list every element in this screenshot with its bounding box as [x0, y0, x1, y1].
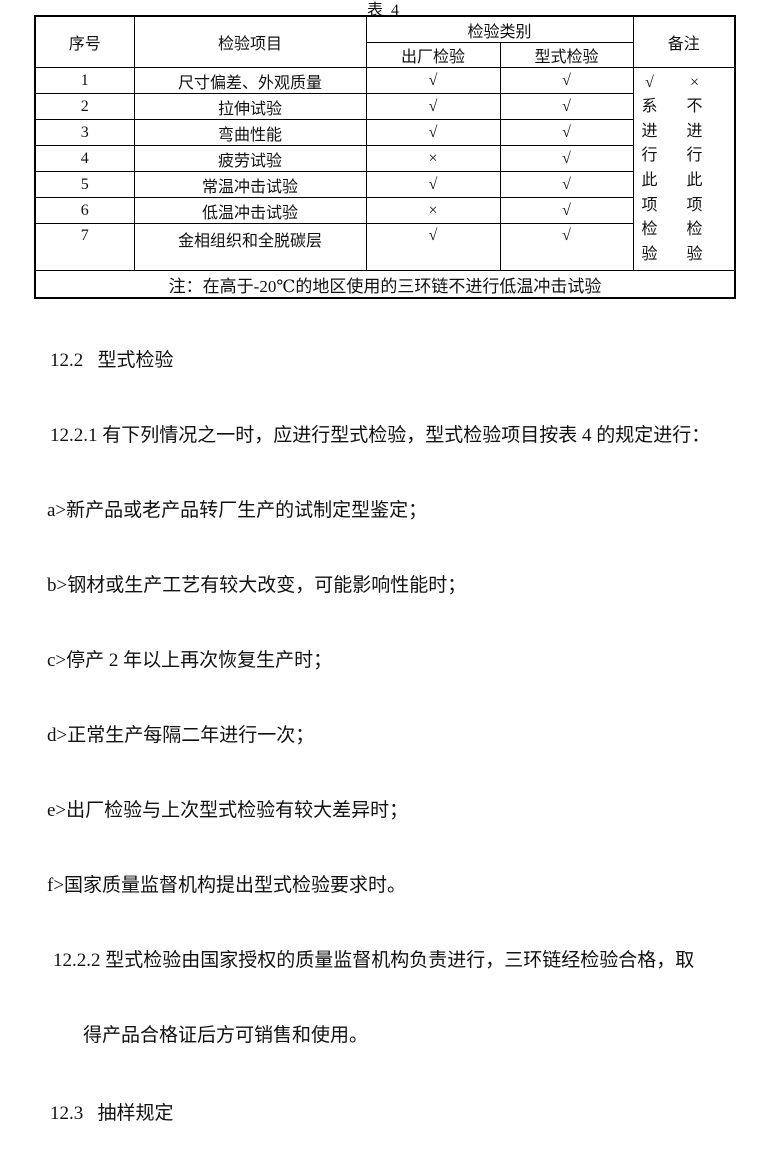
clause-12-2-2-line-2: 得产品合格证后方可销售和使用。 — [83, 1025, 369, 1046]
header-type-inspection: 型式检验 — [499, 42, 634, 68]
table-row: 1 尺寸偏差、外观质量 √ √ √ 系进行此项检验 × 不进行此项检验 — [34, 67, 736, 271]
cell-item: 金相组织和全脱碳层 — [133, 223, 367, 271]
header-serial: 序号 — [34, 15, 135, 68]
table-row: 6 低温冲击试验 × √ — [34, 197, 735, 224]
cell-no: 4 — [34, 145, 135, 172]
table-note-row: 注：在高于-20℃的地区使用的三环链不进行低温冲击试验 — [34, 270, 736, 299]
cell-type-mark: √ — [499, 145, 634, 172]
header-category: 检验类别 — [365, 15, 634, 43]
cell-no: 6 — [34, 197, 135, 224]
cell-item: 弯曲性能 — [133, 119, 367, 146]
cell-factory-mark: √ — [365, 93, 501, 120]
table-row: 3 弯曲性能 √ √ — [34, 119, 735, 146]
cell-type-mark: √ — [499, 67, 634, 94]
table-row: 4 疲劳试验 × √ — [34, 145, 735, 172]
remark-check-legend: √ 系进行此项检验 — [641, 73, 658, 263]
cell-item: 疲劳试验 — [133, 145, 367, 172]
cell-type-mark: √ — [499, 171, 634, 198]
clause-12-2-1: 12.2.1 有下列情况之一时，应进行型式检验，型式检验项目按表 4 的规定进行… — [50, 425, 711, 446]
cell-no: 5 — [34, 171, 135, 198]
cell-no: 2 — [34, 93, 135, 120]
header-factory-inspection: 出厂检验 — [365, 42, 501, 68]
cell-factory-mark: × — [365, 145, 501, 172]
cell-type-mark: √ — [499, 93, 634, 120]
list-item-f: f>国家质量监督机构提出型式检验要求时。 — [47, 875, 407, 896]
table-row: 7 金相组织和全脱碳层 √ √ — [34, 223, 735, 271]
cell-no: 3 — [34, 119, 135, 146]
cell-item: 低温冲击试验 — [133, 197, 367, 224]
table-row: 5 常温冲击试验 √ √ — [34, 171, 735, 198]
remark-cross-legend: × 不进行此项检验 — [686, 73, 703, 263]
header-row-1: 序号 检验项目 检验类别 备注 — [34, 15, 736, 68]
document-page: { "page": { "table_title": "表 4" }, "tab… — [34, 2, 737, 1124]
table-note: 注：在高于-20℃的地区使用的三环链不进行低温冲击试验 — [34, 270, 736, 299]
inspection-table: 序号 检验项目 检验类别 备注 出厂检验 型式检验 1 尺寸偏差、外观质量 √ … — [34, 15, 737, 299]
cell-factory-mark: √ — [365, 67, 501, 94]
table-row: 2 拉伸试验 √ √ — [34, 93, 735, 120]
cell-factory-mark: √ — [365, 223, 501, 271]
cell-no: 1 — [34, 67, 135, 94]
cell-type-mark: √ — [499, 197, 634, 224]
list-item-b: b>钢材或生产工艺有较大改变，可能影响性能时； — [47, 575, 467, 596]
cell-factory-mark: × — [365, 197, 501, 224]
table-title: 表 4 — [366, 2, 401, 19]
section-heading-12-2: 12.2 型式检验 — [50, 350, 174, 371]
cell-type-mark: √ — [499, 223, 634, 271]
cell-factory-mark: √ — [365, 171, 501, 198]
header-remark: 备注 — [632, 15, 736, 68]
body-text: 12.2 型式检验 12.2.1 有下列情况之一时，应进行型式检验，型式检验项目… — [0, 298, 782, 1151]
list-item-d: d>正常生产每隔二年进行一次； — [47, 725, 315, 746]
cell-no: 7 — [34, 223, 135, 271]
clause-12-2-2-line-1: 12.2.2 型式检验由国家授权的质量监督机构负责进行，三环链经检验合格，取 — [53, 950, 695, 971]
remarks-cell: √ 系进行此项检验 × 不进行此项检验 — [632, 67, 736, 271]
cell-factory-mark: √ — [365, 119, 501, 146]
list-item-a: a>新产品或老产品转厂生产的试制定型鉴定； — [47, 500, 428, 521]
cell-item: 拉伸试验 — [133, 93, 367, 120]
header-item: 检验项目 — [133, 15, 367, 68]
list-item-c: c>停产 2 年以上再次恢复生产时； — [47, 650, 333, 671]
section-heading-12-3: 12.3 抽样规定 — [50, 1103, 174, 1124]
cell-item: 常温冲击试验 — [133, 171, 367, 198]
list-item-e: e>出厂检验与上次型式检验有较大差异时； — [47, 800, 409, 821]
cell-type-mark: √ — [499, 119, 634, 146]
cell-item: 尺寸偏差、外观质量 — [133, 67, 367, 94]
header-row-2: 出厂检验 型式检验 — [35, 42, 735, 68]
remarks-columns: √ 系进行此项检验 × 不进行此项检验 — [634, 71, 734, 268]
